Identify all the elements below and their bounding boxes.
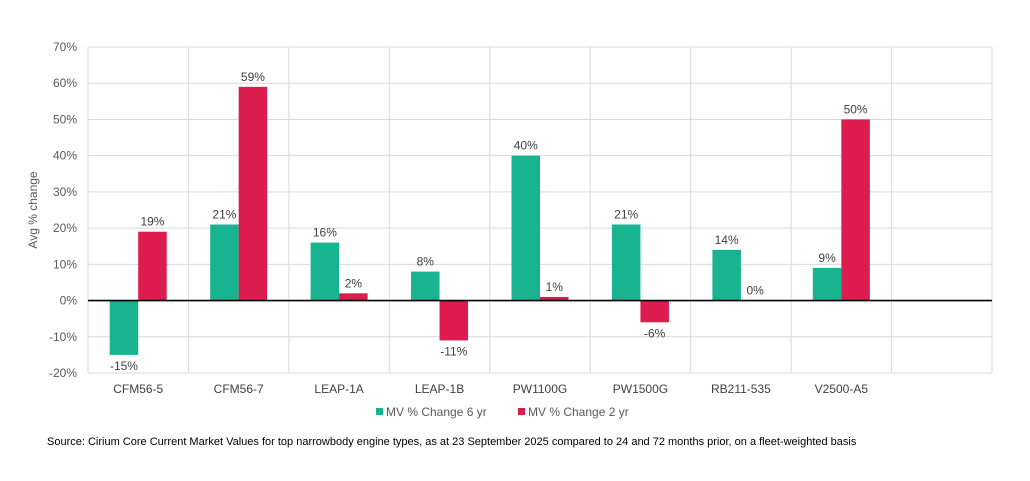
bar — [540, 296, 569, 301]
data-label: 1% — [546, 280, 564, 294]
x-tick-label: V2500-A5 — [815, 382, 869, 396]
legend-label: MV % Change 6 yr — [386, 405, 487, 419]
data-label: 50% — [844, 102, 868, 116]
bar — [339, 293, 368, 301]
bar — [841, 119, 870, 301]
data-label: 14% — [715, 233, 739, 247]
data-label: 16% — [313, 226, 337, 240]
bar — [210, 224, 239, 301]
data-label: -11% — [440, 344, 467, 358]
y-tick-label: 70% — [53, 40, 77, 54]
y-tick-label: 20% — [53, 221, 77, 235]
legend-swatch — [518, 408, 525, 415]
y-tick-label: 40% — [53, 149, 77, 163]
source-note: Source: Cirium Core Current Market Value… — [47, 436, 857, 448]
y-tick-label: -10% — [49, 330, 77, 344]
x-tick-label: RB211-535 — [711, 382, 771, 396]
data-label: 9% — [818, 251, 836, 265]
data-label: 0% — [746, 284, 764, 298]
y-tick-label: 60% — [53, 76, 77, 90]
bar — [411, 271, 440, 301]
bar — [640, 300, 669, 323]
legend-swatch — [376, 408, 383, 415]
data-label: -6% — [644, 326, 666, 340]
x-tick-label: PW1100G — [513, 382, 567, 396]
data-label: 21% — [212, 207, 236, 221]
data-label: -15% — [110, 359, 138, 373]
bar — [611, 224, 641, 301]
bar — [238, 86, 268, 301]
x-tick-label: LEAP-1B — [415, 382, 464, 396]
y-tick-label: -20% — [49, 366, 77, 380]
bar — [511, 155, 540, 301]
y-tick-label: 0% — [60, 294, 78, 308]
data-label: 59% — [241, 70, 265, 84]
data-label: 2% — [345, 276, 363, 290]
y-tick-label: 30% — [53, 185, 77, 199]
bar — [439, 300, 469, 341]
data-label: 40% — [514, 139, 538, 153]
x-tick-label: LEAP-1A — [314, 382, 363, 396]
y-axis-label: Avg % change — [26, 171, 40, 248]
data-label: 8% — [417, 255, 435, 269]
bar — [138, 231, 167, 301]
x-tick-label: PW1500G — [613, 382, 668, 396]
y-tick-label: 50% — [53, 112, 77, 126]
x-tick-label: CFM56-7 — [214, 382, 264, 396]
legend-label: MV % Change 2 yr — [528, 405, 629, 419]
data-label: 21% — [614, 207, 638, 221]
bar-chart: -20% -10% 0% 10% 20% 30% 40% 50% 60% 70% Avg % cha… — [26, 40, 993, 419]
bar — [310, 242, 340, 301]
bar — [812, 267, 842, 301]
bar — [712, 249, 741, 301]
x-tick-label: CFM56-5 — [113, 382, 163, 396]
bar — [109, 300, 139, 355]
data-label: 19% — [140, 215, 164, 229]
y-tick-label: 10% — [53, 257, 77, 271]
